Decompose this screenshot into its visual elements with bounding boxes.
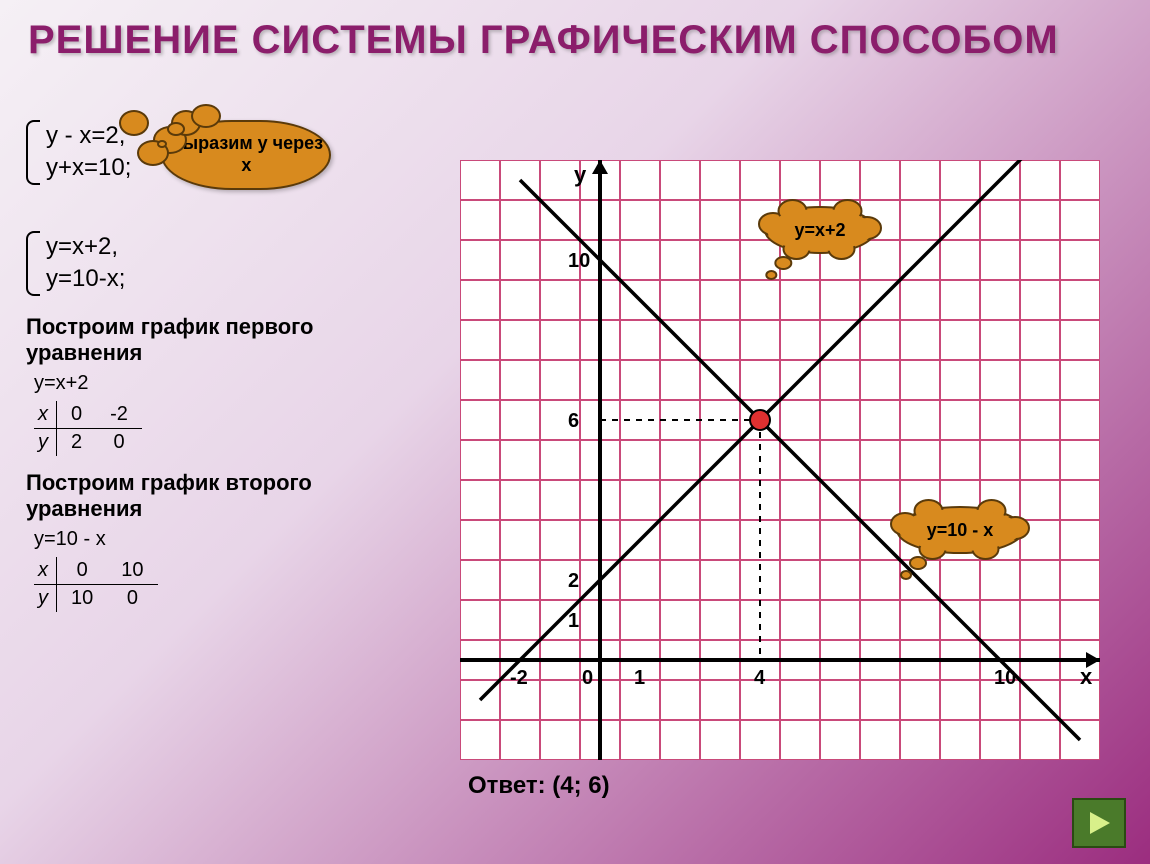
answer-text: Ответ: (4; 6) (468, 772, 610, 800)
eq-2-1: y=x+2, (46, 231, 426, 263)
triangle-right-icon (1084, 808, 1114, 838)
eq-2-2: y=10-x; (46, 263, 426, 295)
svg-text:x: x (1080, 664, 1093, 689)
next-slide-button[interactable] (1072, 798, 1126, 848)
svg-text:4: 4 (754, 667, 766, 689)
eq-1-2: y+x=10; (46, 152, 131, 184)
table-1: x0-2 y20 (34, 401, 142, 456)
eq-second: y=10 - x (26, 528, 426, 551)
step-1-text: Построим график первого уравнения (26, 314, 426, 366)
svg-text:y=10 - x: y=10 - x (927, 520, 994, 540)
left-column: y - x=2, y+x=10; Выразим у через х y=x+2… (26, 120, 426, 624)
svg-text:y: y (574, 162, 587, 187)
system-2: y=x+2, y=10-x; (26, 231, 426, 296)
coordinate-graph: -2 0 1 4 10 1 2 6 10 x y y=x+2 y=10 - x (460, 160, 1100, 760)
svg-text:10: 10 (994, 667, 1016, 689)
svg-text:y=x+2: y=x+2 (794, 220, 845, 240)
svg-text:6: 6 (568, 410, 579, 432)
svg-text:10: 10 (568, 250, 590, 272)
system-1: y - x=2, y+x=10; (26, 120, 131, 185)
svg-text:1: 1 (634, 667, 645, 689)
slide-title: РЕШЕНИЕ СИСТЕМЫ ГРАФИЧЕСКИМ СПОСОБОМ (0, 0, 1150, 63)
step-2-text: Построим график второго уравнения (26, 470, 426, 522)
eq-first: y=x+2 (26, 372, 426, 395)
cloud-express-text: Выразим у через х (169, 133, 323, 176)
svg-text:2: 2 (568, 570, 579, 592)
svg-text:-2: -2 (510, 667, 528, 689)
svg-text:0: 0 (582, 667, 593, 689)
table-2: x010 y100 (34, 557, 158, 612)
svg-text:1: 1 (568, 610, 579, 632)
